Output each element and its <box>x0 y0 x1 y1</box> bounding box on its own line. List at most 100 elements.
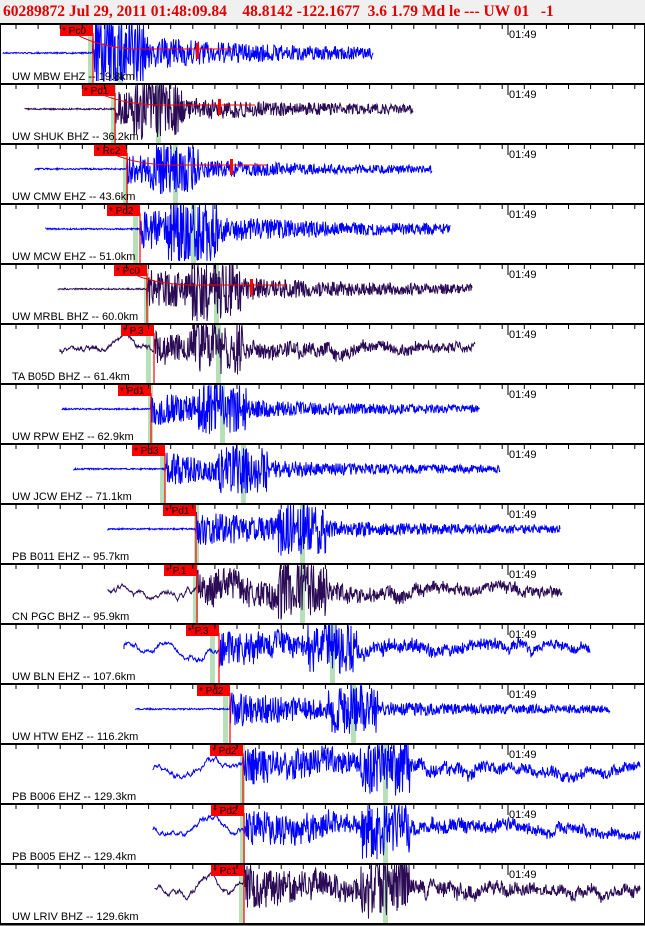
time-label: 01:49 <box>509 29 537 41</box>
trace-row: * Pc0 01:49 UW MBW EHZ -- 19.8km <box>0 23 645 83</box>
station-label: UW MCW EHZ -- 51.0km <box>12 251 135 263</box>
station-label: UW JCW EHZ -- 71.1km <box>12 491 132 503</box>
phase-marker <box>133 204 138 263</box>
pick-label: * Pd1 <box>120 386 145 397</box>
pick-flag <box>107 204 140 216</box>
trace-row: * Pd2 01:49 UW MCW EHZ -- 51.0km <box>0 203 645 263</box>
pick-label: * Pd1 <box>165 506 190 517</box>
waveform <box>154 863 641 919</box>
pick-label: * Pd2 <box>212 746 237 757</box>
waveform <box>107 504 561 556</box>
trace-row: * Pd3 01:49 UW JCW EHZ -- 71.1km <box>0 443 645 503</box>
pick-flag <box>82 84 115 96</box>
phase-marker <box>223 684 228 743</box>
station-label: UW RPW EHZ -- 62.9km <box>12 431 134 443</box>
phase-marker <box>240 804 245 863</box>
station-label: UW HTW EHZ -- 116.2km <box>12 731 138 743</box>
waveform <box>152 744 641 796</box>
time-label: 01:49 <box>509 749 537 761</box>
time-label: 01:49 <box>509 209 537 221</box>
event-header: 60289872 Jul 29, 2011 01:48:09.84 48.814… <box>0 0 645 23</box>
trace-row: * Pd2 01:49 UW HTW EHZ -- 116.2km <box>0 683 645 743</box>
waveform <box>152 804 641 860</box>
pick-label: * P.3 <box>188 626 209 637</box>
pick-flag <box>121 324 154 336</box>
coda-end-marker <box>196 43 199 59</box>
pick-label: * Pd2 <box>109 206 134 217</box>
station-label: UW SHUK BHZ -- 36.2km <box>12 131 139 143</box>
panel-frame <box>0 23 645 926</box>
station-label: UW CMW EHZ -- 43.6km <box>12 191 135 203</box>
phase-marker <box>146 324 151 383</box>
trace-row: * Pc1 01:49 UW LRIV BHZ -- 129.6km <box>0 863 645 923</box>
phase-marker <box>239 864 244 923</box>
station-label: UW MRBL BHZ -- 60.0km <box>12 311 138 323</box>
waveform <box>134 684 611 734</box>
time-label: 01:49 <box>509 269 537 281</box>
coda-end-marker <box>230 159 233 175</box>
pick-label: * Pc0 <box>116 266 140 277</box>
waveform <box>61 384 481 434</box>
time-label: 01:49 <box>509 869 537 881</box>
time-label: 01:49 <box>509 629 537 641</box>
pick-label: * Pc1 <box>213 866 237 877</box>
trace-row: * Pd2 01:49 PB B006 EHZ -- 129.3km <box>0 743 645 803</box>
waveform <box>2 23 374 82</box>
pick-flag <box>163 504 196 516</box>
pick-flag <box>114 264 147 276</box>
station-label: CN PGC BHZ -- 95.9km <box>12 611 129 623</box>
phase-marker <box>193 564 198 623</box>
phase-marker <box>191 204 196 263</box>
waveform <box>123 624 591 675</box>
trace-row: * Pd1 01:49 UW SHUK BHZ -- 36.2km <box>0 83 645 143</box>
waveform <box>59 324 476 375</box>
trace-row: * P.1 01:49 CN PGC BHZ -- 95.9km <box>0 563 645 623</box>
time-label: 01:49 <box>509 89 537 101</box>
station-label: UW BLN EHZ -- 107.6km <box>12 671 135 683</box>
coda-end-marker <box>250 279 253 295</box>
pick-label: * P.3 <box>123 326 144 337</box>
time-label: 01:49 <box>509 449 537 461</box>
phase-marker <box>383 744 388 803</box>
coda-end-marker <box>218 99 221 115</box>
phase-marker <box>351 684 356 743</box>
phase-marker <box>383 804 388 863</box>
waveform <box>57 264 473 322</box>
trace-row: * Pc0 01:49 UW MRBL BHZ -- 60.0km <box>0 263 645 323</box>
pick-label: * Pd2 <box>199 686 224 697</box>
trace-row: * P.3 01:49 UW BLN EHZ -- 107.6km <box>0 623 645 683</box>
pick-label: * Pd3 <box>134 446 159 457</box>
pick-label: * Pc0 <box>62 26 86 37</box>
waveform <box>73 444 501 494</box>
phase-marker <box>160 444 165 503</box>
station-label: UW MBW EHZ -- 19.8km <box>12 71 135 83</box>
phase-marker <box>111 84 116 143</box>
pick-label: * Pd2 <box>213 806 238 817</box>
waveform <box>45 203 451 262</box>
station-label: TA B05D BHZ -- 61.4km <box>12 371 130 383</box>
pick-flag <box>60 24 93 36</box>
seismogram-panel: * Pc0 01:49 UW MBW EHZ -- 19.8km * Pd1 01:49… <box>0 23 645 926</box>
pick-flag <box>164 564 197 576</box>
station-label: PB B005 EHZ -- 129.4km <box>12 851 136 863</box>
time-label: 01:49 <box>509 569 537 581</box>
pick-flag <box>197 684 230 696</box>
trace-row: * Pd1 01:49 UW RPW EHZ -- 62.9km <box>0 383 645 443</box>
pick-flag <box>211 804 244 816</box>
pick-label: * Rc2 <box>96 146 121 157</box>
time-label: 01:49 <box>509 689 537 701</box>
trace-row: * Pd2 01:49 PB B005 EHZ -- 129.4km <box>0 803 645 863</box>
pick-flag <box>210 744 243 756</box>
trace-row: * Pd1 01:49 PB B011 EHZ -- 95.7km <box>0 503 645 563</box>
pick-label: * Pd1 <box>84 86 109 97</box>
pick-flag <box>94 144 127 156</box>
phase-marker <box>123 144 128 203</box>
time-label: 01:49 <box>509 149 537 161</box>
time-label: 01:49 <box>509 389 537 401</box>
station-label: PB B011 EHZ -- 95.7km <box>12 551 129 563</box>
pick-flag <box>211 864 244 876</box>
station-label: UW LRIV BHZ -- 129.6km <box>12 911 139 923</box>
pick-flag <box>132 444 165 456</box>
waveform <box>34 144 433 195</box>
pick-flag <box>186 624 219 636</box>
